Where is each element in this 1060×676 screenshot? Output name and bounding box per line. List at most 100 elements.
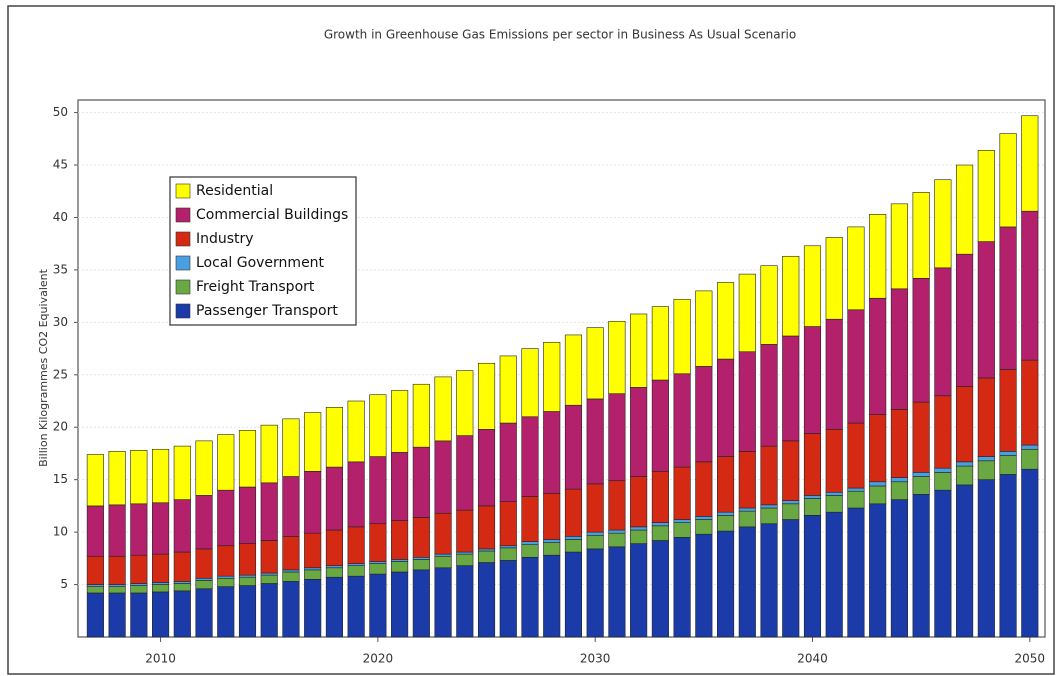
bar-segment (456, 509, 474, 553)
bar-segment (217, 489, 235, 547)
bar-segment (760, 523, 778, 638)
bar-segment (325, 529, 343, 566)
bar-segment (412, 446, 430, 518)
bar-segment (564, 539, 583, 553)
bar-segment (782, 255, 800, 337)
bar-segment (108, 555, 126, 585)
bar-segment (347, 565, 365, 577)
y-tick-label: 45 (53, 158, 68, 172)
bar-segment (543, 539, 561, 543)
legend-label: Industry (196, 231, 254, 247)
bar-segment (282, 476, 300, 537)
bar-segment (956, 465, 974, 486)
bar-segment (543, 554, 561, 638)
bar-segment (325, 576, 343, 638)
bar-segment (304, 532, 322, 569)
bar-segment (586, 534, 604, 550)
bar-segment (1021, 448, 1039, 470)
bar-segment (608, 532, 626, 548)
bar-segment (738, 526, 756, 638)
bar-segment (717, 358, 735, 457)
y-tick-label: 5 (60, 577, 68, 591)
bar-segment (369, 573, 387, 638)
bar-segment (260, 424, 278, 484)
legend-label: Freight Transport (196, 279, 315, 295)
bar-segment (673, 537, 691, 638)
bar-segment (217, 545, 235, 577)
bar-segment (738, 510, 756, 528)
bar-segment (564, 334, 583, 406)
bar-segment (1021, 115, 1039, 212)
bar-segment (369, 523, 387, 562)
bar-segment (977, 456, 995, 462)
bar-segment (977, 460, 995, 480)
legend-swatch (175, 231, 191, 247)
bar-segment (803, 433, 822, 496)
bar-segment (760, 504, 778, 509)
bar-segment (630, 476, 648, 528)
chart-title: Growth in Greenhouse Gas Emissions per s… (324, 28, 796, 42)
legend-swatch (175, 255, 191, 271)
legend: Residential Commercial Buildings Industry L… (169, 176, 357, 326)
bar-segment (391, 390, 409, 453)
bar-segment (760, 507, 778, 525)
bar-segment (586, 531, 604, 536)
bar-segment (86, 586, 104, 594)
bar-segment (391, 520, 409, 560)
bar-segment (999, 451, 1017, 456)
bar-segment (477, 362, 496, 430)
bar-segment (521, 544, 539, 558)
bar-segment (651, 525, 669, 541)
bar-segment (782, 335, 800, 442)
bar-segment (152, 584, 170, 593)
bar-segment (847, 226, 865, 311)
bar-segment (934, 395, 952, 469)
bar-segment (717, 511, 735, 516)
bar-segment (217, 575, 235, 579)
bar-segment (890, 288, 908, 410)
bar-segment (543, 493, 561, 540)
bar-segment (173, 499, 191, 553)
x-tick-label: 2020 (363, 652, 394, 666)
bar-segment (803, 498, 822, 516)
bar-segment (521, 496, 539, 542)
bar-segment (695, 533, 713, 638)
x-tick-label: 2040 (797, 652, 828, 666)
bar-segment (260, 572, 278, 576)
bar-segment (695, 366, 713, 463)
bar-segment (630, 543, 648, 638)
y-tick-label: 35 (53, 262, 68, 276)
bar-segment (630, 387, 648, 477)
bar-segment (586, 327, 604, 400)
bar-segment (738, 507, 756, 512)
bar-segment (173, 551, 191, 582)
bar-segment (847, 309, 865, 424)
bar-segment (434, 512, 452, 555)
legend-label: Local Government (196, 255, 325, 271)
bar-segment (999, 455, 1017, 475)
bar-segment (956, 484, 974, 638)
bar-segment (217, 586, 235, 638)
bar-segment (760, 344, 778, 447)
bar-segment (152, 591, 170, 638)
bar-segment (608, 393, 626, 482)
legend-swatch (175, 303, 191, 319)
bar-segment (782, 440, 800, 501)
bar-segment (630, 529, 648, 544)
bar-segment (456, 435, 474, 511)
bar-segment (760, 445, 778, 506)
bar-segment (869, 414, 887, 483)
bar-segment (912, 494, 930, 638)
bar-segment (912, 278, 930, 403)
bar-segment (912, 476, 930, 495)
bar-segment (651, 379, 669, 472)
bar-segment (260, 574, 278, 584)
bar-segment (456, 551, 474, 555)
bar-segment (412, 569, 430, 638)
bar-segment (238, 576, 257, 586)
bar-segment (738, 273, 756, 353)
bar-segment (391, 559, 409, 562)
bar-segment (999, 226, 1017, 370)
bar-segment (195, 440, 213, 496)
bar-segment (825, 491, 843, 496)
